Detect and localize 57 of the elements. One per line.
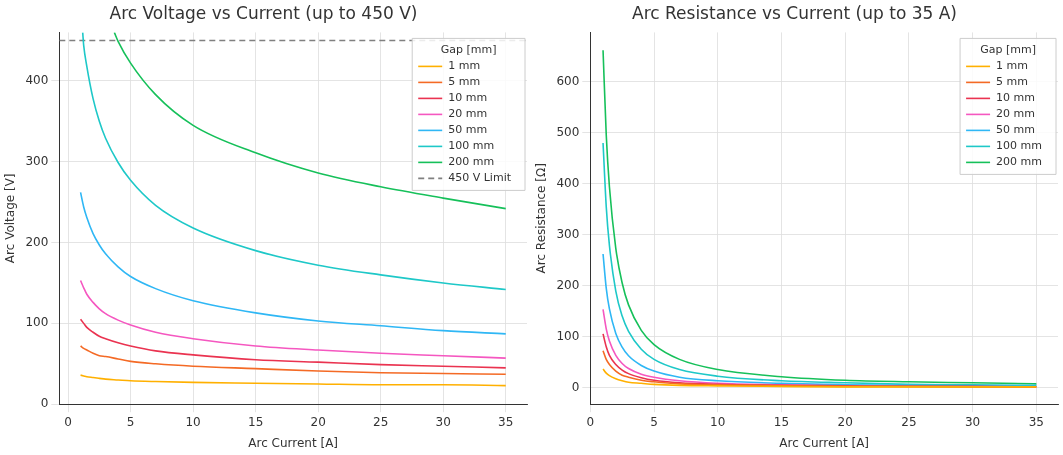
line-series <box>602 368 1038 388</box>
x-tick-label: 0 <box>586 414 595 429</box>
y-tick-label: 0 <box>40 396 49 411</box>
x-tick-label: 0 <box>64 414 72 429</box>
y-tick-label: 100 <box>556 328 580 343</box>
x-axis-title: Arc Current [A] <box>779 435 870 450</box>
legend-title: Gap [mm] <box>440 43 497 57</box>
legend-label: 20 mm <box>448 107 488 121</box>
y-tick-label: 0 <box>571 379 580 394</box>
legend-label: 200 mm <box>996 155 1043 169</box>
line-series <box>79 345 507 376</box>
legend-label: 20 mm <box>996 107 1036 121</box>
legend-label: 10 mm <box>996 91 1036 105</box>
y-axis-title: Arc Resistance [Ω] <box>534 163 549 274</box>
legend-label: 200 mm <box>448 155 495 169</box>
x-tick-label: 25 <box>373 414 389 429</box>
x-axis-title: Arc Current [A] <box>248 435 339 450</box>
line-series <box>79 279 507 359</box>
x-tick-label: 10 <box>710 414 726 429</box>
y-tick-label: 100 <box>25 315 49 330</box>
y-tick-label: 400 <box>556 175 580 190</box>
y-tick-label: 200 <box>25 234 49 249</box>
legend-label: 100 mm <box>448 139 495 153</box>
x-tick-label: 15 <box>773 414 790 429</box>
legend-label: 100 mm <box>996 139 1043 153</box>
legend-label: 10 mm <box>448 91 488 105</box>
legend-label: 1 mm <box>996 59 1029 73</box>
line-series <box>79 191 507 335</box>
legend-label: 50 mm <box>996 123 1036 137</box>
y-tick-label: 400 <box>25 73 49 88</box>
x-tick-label: 10 <box>185 414 201 429</box>
line-series <box>79 374 507 387</box>
x-tick-label: 15 <box>248 414 264 429</box>
x-tick-label: 30 <box>964 414 981 429</box>
y-axis-title: Arc Voltage [V] <box>3 173 18 264</box>
legend-label: 50 mm <box>448 123 488 137</box>
legend-title: Gap [mm] <box>980 43 1036 57</box>
legend-label: 5 mm <box>448 75 481 89</box>
x-tick-label: 35 <box>498 414 514 429</box>
line-series <box>79 318 507 369</box>
x-tick-label: 30 <box>435 414 451 429</box>
legend-label: 5 mm <box>996 75 1029 89</box>
x-tick-label: 35 <box>1028 414 1044 429</box>
x-tick-label: 20 <box>310 414 326 429</box>
x-tick-label: 5 <box>126 414 135 429</box>
chart-title: Arc Voltage vs Current (up to 450 V) <box>109 2 418 23</box>
x-tick-label: 20 <box>837 414 853 429</box>
y-tick-label: 300 <box>25 153 49 168</box>
y-tick-label: 300 <box>556 226 580 241</box>
chart-title: Arc Resistance vs Current (up to 35 A) <box>632 2 957 23</box>
y-tick-label: 500 <box>556 124 580 139</box>
legend-label: 1 mm <box>448 59 481 73</box>
y-tick-label: 200 <box>556 277 580 292</box>
legend-label: 450 V Limit <box>448 171 512 185</box>
x-tick-label: 5 <box>650 414 658 429</box>
x-tick-label: 25 <box>901 414 917 429</box>
y-tick-label: 600 <box>556 73 580 88</box>
